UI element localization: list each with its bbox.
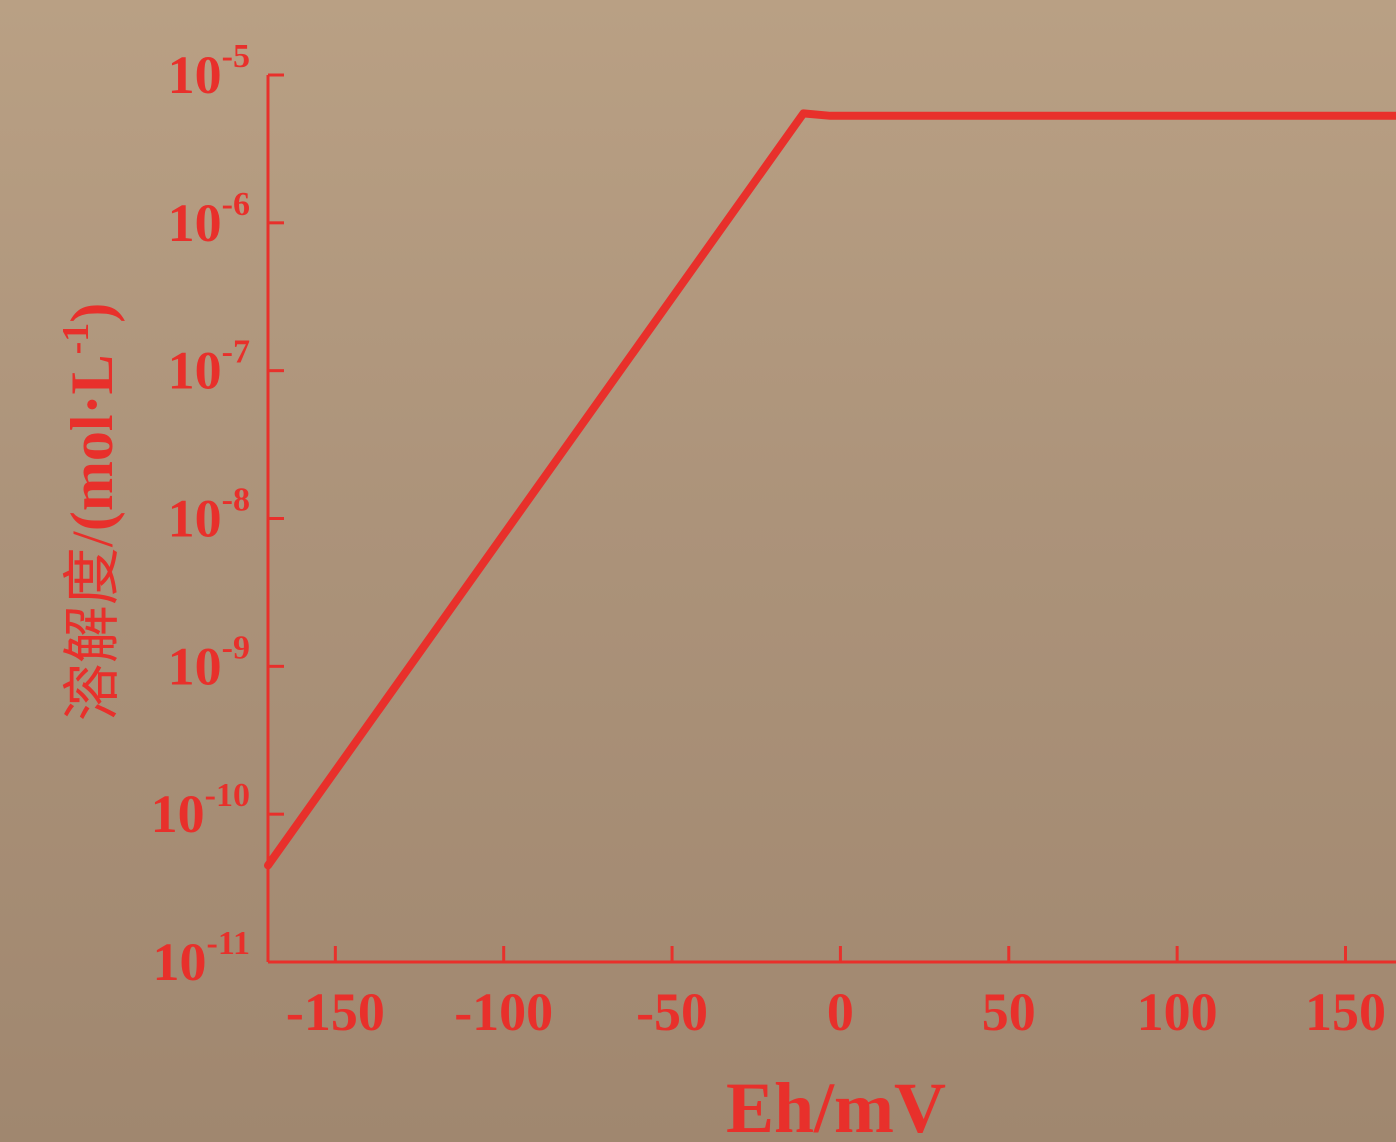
x-tick-label: -100 [454, 982, 553, 1042]
y-tick-exp: -10 [205, 777, 250, 814]
y-axis-label-close: ) [59, 303, 125, 323]
series-layer [264, 109, 1396, 870]
y-tick-base: 10 [168, 45, 222, 105]
series-line [264, 109, 1396, 870]
y-tick-base: 10 [168, 489, 222, 549]
ticks: -150 -100 -50 0 50 100 15010-510-610-710-810-9… [151, 38, 1386, 1042]
y-tick-exp: -5 [222, 38, 250, 75]
axes [266, 75, 1396, 964]
y-tick-label: 10-9 [168, 629, 250, 696]
x-tick-label: 50 [982, 982, 1036, 1042]
x-tick-label: -50 [636, 982, 708, 1042]
y-tick-base: 10 [151, 784, 205, 844]
y-tick-base: 10 [168, 636, 222, 696]
y-axis-label-cn: 溶解度/ [60, 530, 125, 721]
y-tick-label: 10-10 [151, 777, 250, 844]
y-tick-exp: -6 [222, 186, 250, 223]
y-axis-label-unit: (mol·L [59, 354, 125, 531]
y-tick-label: 10-11 [153, 925, 250, 992]
x-tick-label: 100 [1137, 982, 1218, 1042]
y-tick-base: 10 [153, 932, 207, 992]
y-tick-label: 10-6 [168, 186, 250, 253]
y-axis-label-exp: -1 [55, 323, 97, 355]
y-tick-base: 10 [168, 341, 222, 401]
y-tick-exp: -8 [222, 482, 250, 519]
y-tick-exp: -7 [222, 334, 250, 371]
x-axis-label: Eh/mV [726, 1068, 946, 1142]
x-tick-label: -150 [286, 982, 385, 1042]
y-axis-label: 溶解度/(mol·L-1) [55, 303, 125, 721]
x-tick-label: 150 [1305, 982, 1386, 1042]
y-tick-exp: -11 [207, 925, 250, 962]
y-tick-label: 10-5 [168, 38, 250, 105]
y-tick-label: 10-7 [168, 334, 250, 401]
y-tick-label: 10-8 [168, 482, 250, 549]
svg-text:溶解度/(mol·L-1): 溶解度/(mol·L-1) [55, 303, 125, 721]
x-tick-label: 0 [827, 982, 854, 1042]
y-tick-base: 10 [168, 193, 222, 253]
y-tick-exp: -9 [222, 629, 250, 666]
